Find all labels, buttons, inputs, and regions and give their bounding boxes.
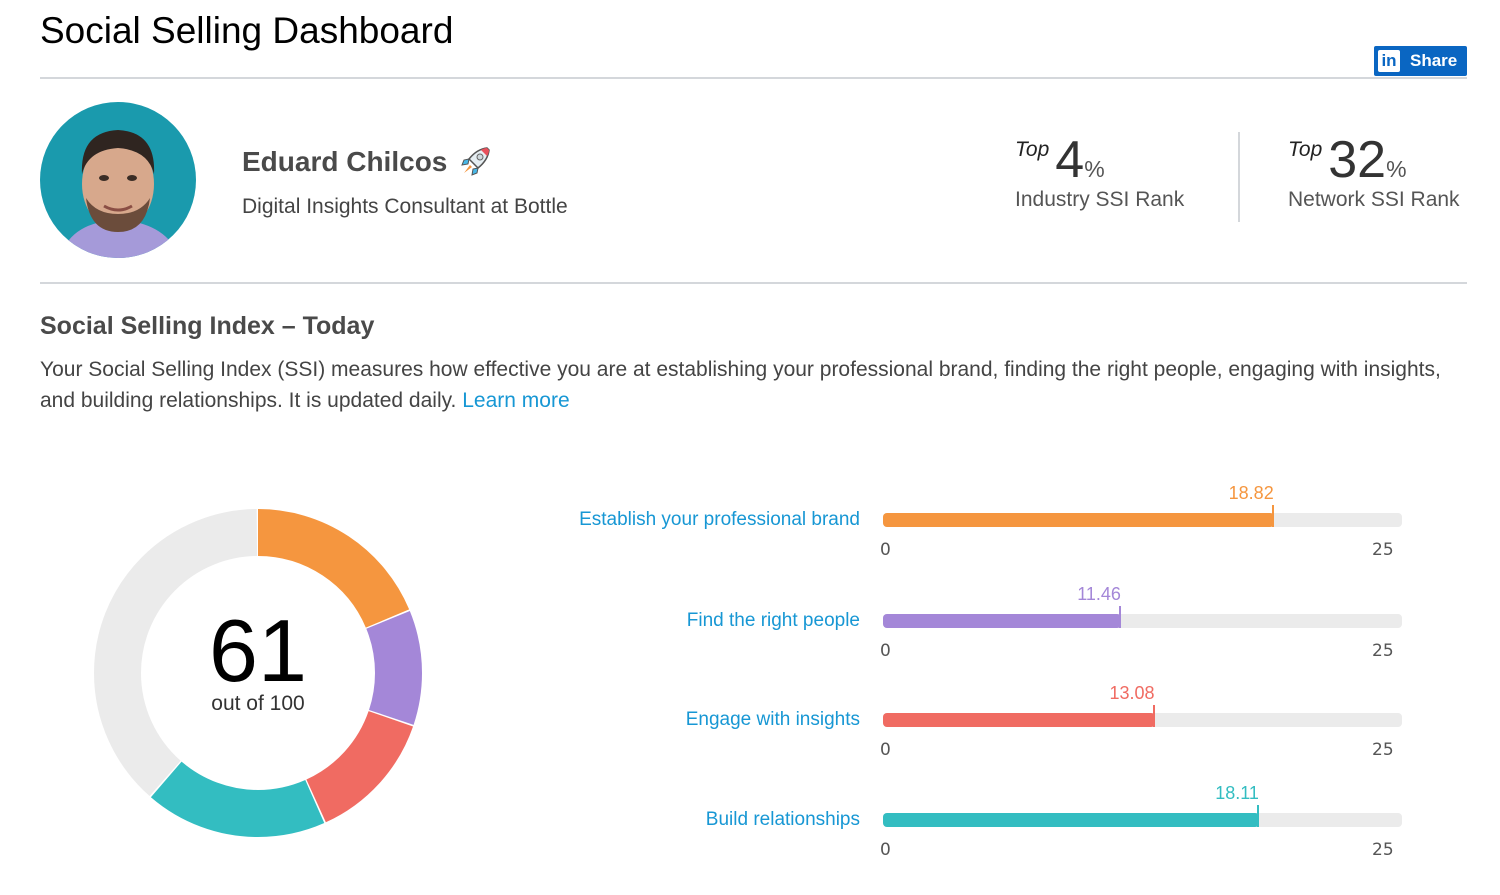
profile-headline: Digital Insights Consultant at Bottle: [242, 195, 568, 218]
ssi-component-value: 18.82: [1228, 483, 1274, 503]
donut-segment: [94, 509, 422, 837]
progress-marker: [1271, 505, 1274, 527]
axis-min-label: 0: [880, 540, 891, 560]
learn-more-link[interactable]: Learn more: [462, 389, 570, 412]
network-rank: Top 32% Network SSI Rank: [1288, 130, 1460, 212]
rank-value: 32: [1328, 131, 1387, 189]
rank-divider: [1238, 132, 1240, 222]
rank-label: Industry SSI Rank: [1015, 188, 1185, 211]
ssi-component-value: 18.11: [1215, 783, 1259, 803]
progress-marker: [1118, 606, 1121, 628]
ssi-description: Your Social Selling Index (SSI) measures…: [40, 354, 1450, 416]
header-divider: [40, 77, 1467, 79]
ssi-donut-chart: [94, 509, 422, 837]
progress-fill: [883, 813, 1259, 827]
progress-marker: [1152, 705, 1155, 727]
rank-prefix: Top: [1288, 138, 1323, 161]
profile-name: Eduard Chilcos: [242, 144, 493, 180]
linkedin-logo-icon: in: [1378, 50, 1400, 72]
share-label: Share: [1410, 51, 1458, 70]
rank-value: 4: [1055, 131, 1085, 189]
donut-segment: [94, 509, 422, 837]
axis-min-label: 0: [880, 641, 891, 661]
axis-min-label: 0: [880, 840, 891, 860]
profile-divider: [40, 282, 1467, 284]
ssi-component-label[interactable]: Establish your professional brand: [579, 509, 860, 530]
progress-fill: [883, 614, 1121, 628]
ssi-score-value: 61: [209, 601, 307, 700]
rank-unit: %: [1386, 156, 1407, 182]
ssi-section-title: Social Selling Index – Today: [40, 312, 375, 340]
ssi-component-value: 11.46: [1077, 584, 1121, 604]
progress-fill: [883, 713, 1155, 727]
ssi-component-label[interactable]: Build relationships: [705, 809, 860, 830]
progress-fill: [883, 513, 1274, 527]
rank-label: Network SSI Rank: [1288, 188, 1460, 211]
ssi-component-value: 13.08: [1109, 683, 1155, 703]
industry-rank: Top 4% Industry SSI Rank: [1015, 130, 1184, 212]
ssi-score: 61 out of 100: [158, 606, 358, 716]
rank-prefix: Top: [1015, 138, 1050, 161]
ssi-component-label[interactable]: Engage with insights: [685, 709, 860, 730]
progress-marker: [1256, 805, 1259, 827]
ssi-score-subtitle: out of 100: [211, 692, 305, 715]
axis-max-label: 25: [1372, 540, 1394, 560]
axis-max-label: 25: [1372, 740, 1394, 760]
avatar: [40, 102, 196, 258]
axis-max-label: 25: [1372, 641, 1394, 661]
donut-segment-remaining: [94, 509, 422, 837]
profile-name-text: Eduard Chilcos: [242, 146, 448, 177]
profile-photo: [40, 102, 196, 258]
axis-max-label: 25: [1372, 840, 1394, 860]
donut-segment: [94, 509, 422, 837]
page-title: Social Selling Dashboard: [40, 10, 454, 51]
ssi-component-label[interactable]: Find the right people: [686, 610, 860, 631]
linkedin-share-button[interactable]: in Share: [1374, 46, 1467, 76]
rank-unit: %: [1084, 156, 1105, 182]
rocket-icon: [461, 147, 491, 176]
ssi-description-text: Your Social Selling Index (SSI) measures…: [40, 358, 1441, 412]
axis-min-label: 0: [880, 740, 891, 760]
